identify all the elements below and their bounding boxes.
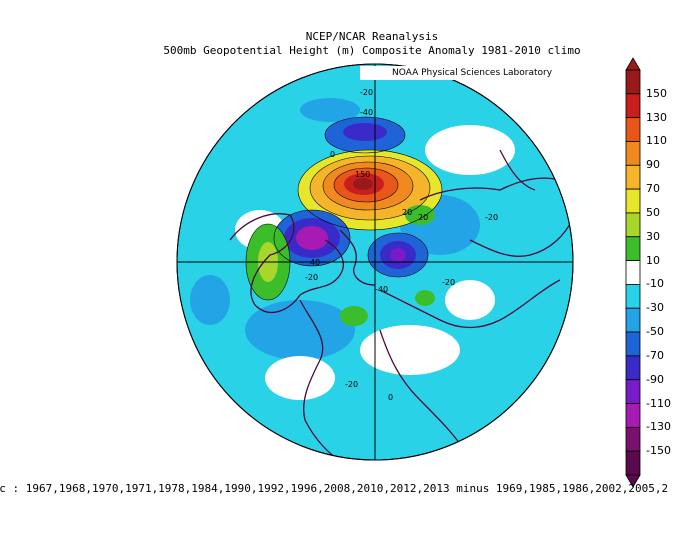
contour-line [297, 149, 443, 231]
colorbar-segment [625, 307, 641, 333]
contour-label: 40 [310, 258, 320, 267]
anomaly-region [190, 275, 230, 325]
colorbar-segment [625, 284, 641, 309]
coastline [339, 229, 376, 286]
coastline [419, 177, 561, 201]
colorbar-segment [625, 188, 641, 214]
colorbar-segment [625, 69, 641, 95]
contour-line [367, 232, 429, 278]
colorbar-tick-label: -10 [646, 277, 664, 291]
colorbar-segment [625, 93, 641, 119]
colorbar-tick-label: 30 [646, 229, 660, 243]
colorbar-tick-label: -110 [646, 396, 671, 410]
colorbar-tick-label: 150 [646, 86, 667, 100]
anomaly-region [340, 306, 368, 326]
anomaly-region [425, 125, 515, 175]
contour-label: 20 [418, 213, 428, 222]
colorbar-segment [625, 117, 641, 142]
map-title-line1: NCEP/NCAR Reanalysis [305, 30, 439, 43]
colorbar-segment [625, 450, 641, 476]
colorbar-tick-label: 130 [646, 110, 667, 124]
anomaly-region [445, 280, 495, 320]
colorbar-tick-label: 90 [646, 158, 660, 172]
anomaly-fields [190, 98, 573, 460]
colorbar-cap-top [625, 57, 641, 71]
anomaly-region [245, 300, 355, 360]
contour-label: 0 [330, 150, 335, 159]
coastline [299, 299, 341, 460]
coastline [379, 329, 471, 460]
colorbar-segment [625, 236, 641, 261]
anomaly-region [265, 356, 335, 400]
coastline [229, 213, 344, 314]
contour-label: -20 [305, 273, 318, 282]
colorbar-tick-label: 70 [646, 182, 660, 196]
colorbar-segment [625, 164, 641, 190]
anomaly-region [390, 248, 406, 262]
credit-label: NOAA Physical Sciences Laboratory [360, 66, 588, 80]
contour-line [333, 167, 399, 203]
contour-label: 150 [355, 170, 370, 179]
colorbar-segment [625, 379, 641, 404]
composite-caption: Dec : 1967,1968,1970,1971,1978,1984,1990… [0, 482, 700, 495]
colorbar-segment [625, 260, 641, 285]
colorbar-tick-label: -130 [646, 420, 671, 434]
coastline [469, 219, 573, 257]
anomaly-region [353, 178, 373, 190]
anomaly-region [405, 205, 435, 225]
contour-label: 20 [402, 208, 412, 217]
anomaly-region [343, 123, 387, 141]
colorbar-segment [625, 355, 641, 381]
contour-label: 0 [388, 393, 393, 402]
contour-label: -20 [485, 213, 498, 222]
contour-label: -40 [375, 285, 388, 294]
coastline [499, 149, 536, 191]
colorbar-tick-label: 110 [646, 134, 667, 148]
contour-line [324, 116, 406, 154]
map-title-line2: 500mb Geopotential Height (m) Composite … [163, 44, 581, 57]
contour-line [309, 155, 431, 221]
colorbar-segment [625, 331, 641, 357]
colorbar-tick-label: -150 [646, 444, 671, 458]
colorbar-segment [625, 212, 641, 238]
anomaly-region [415, 290, 435, 306]
contour-label: -20 [360, 88, 373, 97]
colorbar-tick-label: 50 [646, 205, 660, 219]
caption-text: Dec : 1967,1968,1970,1971,1978,1984,1990… [0, 482, 669, 495]
colorbar-segment [625, 426, 641, 452]
colorbar-tick-label: -90 [646, 372, 664, 386]
colorbar-cap-bottom [625, 474, 641, 488]
colorbar-tick-label: -50 [646, 325, 664, 339]
anomaly-region [296, 226, 328, 250]
anomaly-region [360, 325, 460, 375]
contour-label: -20 [345, 380, 358, 389]
contour-line [273, 209, 351, 267]
anomaly-region [300, 98, 360, 122]
contour-label: -20 [442, 278, 455, 287]
colorbar-tick-label: 10 [646, 253, 660, 267]
contour-label: -40 [360, 108, 373, 117]
coastline [379, 279, 561, 329]
colorbar-tick-label: -30 [646, 301, 664, 315]
contour-line [322, 161, 414, 211]
colorbar [625, 57, 641, 488]
colorbar-segment [625, 141, 641, 166]
colorbar-tick-label: -70 [646, 348, 664, 362]
colorbar-segment [625, 403, 641, 428]
